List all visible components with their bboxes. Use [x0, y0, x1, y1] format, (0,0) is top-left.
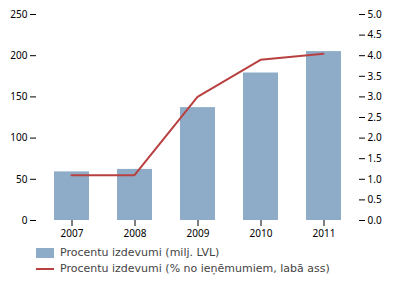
svg-text:150: 150 [10, 89, 27, 103]
svg-text:4.0: 4.0 [368, 48, 382, 62]
svg-text:0: 0 [22, 213, 28, 227]
svg-text:2007: 2007 [61, 226, 84, 240]
svg-text:3.5: 3.5 [368, 69, 382, 83]
svg-text:2010: 2010 [250, 226, 273, 240]
svg-text:250: 250 [10, 7, 27, 21]
svg-text:100: 100 [10, 130, 27, 144]
svg-text:0.5: 0.5 [368, 192, 382, 206]
svg-text:2011: 2011 [313, 226, 336, 240]
svg-text:3.0: 3.0 [368, 89, 382, 103]
svg-text:0.0: 0.0 [368, 213, 382, 227]
svg-text:5.0: 5.0 [368, 7, 382, 21]
html-text:Procentu izdevumi (% no ieņēmu: Procentu izdevumi (% no ieņēmumiem, labā… [60, 262, 330, 275]
svg-text:1.5: 1.5 [368, 151, 382, 165]
svg-text:200: 200 [10, 48, 27, 62]
svg-text:2.0: 2.0 [368, 130, 382, 144]
svg-text:50: 50 [16, 172, 28, 186]
svg-text:2009: 2009 [187, 226, 210, 240]
svg-text:4.5: 4.5 [368, 27, 382, 41]
svg-text:2008: 2008 [124, 226, 147, 240]
html-text:Procentu izdevumi (milj. LVL): Procentu izdevumi (milj. LVL) [60, 246, 220, 259]
svg-text:2.5: 2.5 [368, 110, 382, 124]
svg-text:1.0: 1.0 [368, 172, 382, 186]
